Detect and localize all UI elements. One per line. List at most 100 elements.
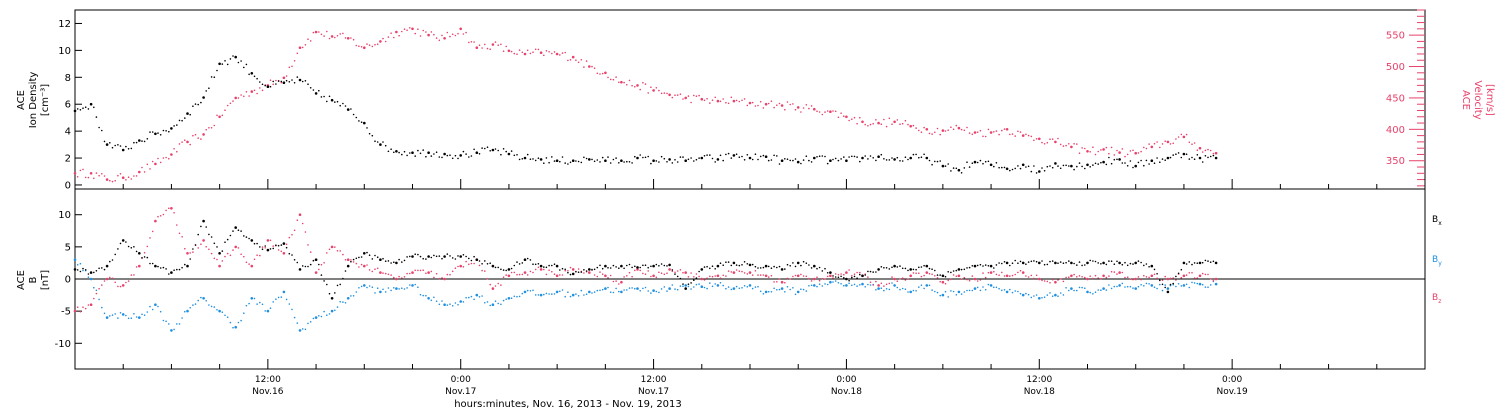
bx-series-fill-point	[229, 234, 232, 237]
by-series-point	[652, 289, 655, 292]
density-series-fill-point	[210, 76, 213, 78]
density-series-fill-point	[1148, 163, 1150, 165]
density-series-fill-point	[393, 151, 395, 154]
by-series-fill-point	[355, 291, 358, 293]
velocity-series-point	[813, 107, 816, 111]
velocity-series-fill-point	[601, 72, 604, 75]
velocity-series-fill-point	[580, 59, 583, 61]
by-series-point	[523, 290, 527, 294]
by-series-point	[346, 297, 350, 300]
bz-series-fill-point	[690, 272, 692, 274]
by-series-fill-point	[200, 296, 202, 299]
bx-series-point	[121, 239, 125, 242]
bx-series-fill-point	[344, 270, 347, 272]
velocity-series-fill-point	[358, 45, 360, 47]
bx-series-point	[266, 248, 270, 252]
velocity-series-fill-point	[387, 36, 390, 38]
velocity-series-fill-point	[1169, 143, 1172, 145]
velocity-series-fill-point	[269, 79, 272, 81]
bx-series-fill-point	[376, 256, 379, 259]
by-series-fill-point	[328, 313, 331, 315]
velocity-series-fill-point	[934, 131, 936, 134]
by-series-fill-point	[232, 326, 234, 329]
by-series-point	[893, 284, 896, 287]
bz-series-fill-point	[1164, 275, 1166, 278]
bx-series-fill-point	[971, 265, 974, 267]
by-series-fill-point	[1046, 294, 1049, 296]
by-series-fill-point	[950, 290, 952, 292]
by-series-point	[266, 309, 270, 313]
density-series-fill-point	[117, 144, 119, 146]
density-series-fill-point	[1121, 162, 1124, 164]
density-series-fill-point	[634, 155, 636, 158]
bx-series-fill-point	[494, 266, 497, 269]
density-series-fill-point	[1030, 170, 1033, 173]
density-series-fill-point	[232, 55, 234, 57]
velocity-series-fill-point	[743, 98, 746, 100]
density-series-fill-point	[591, 158, 593, 161]
density-series-point	[941, 164, 945, 168]
by-series-fill-point	[559, 290, 561, 293]
density-series-fill-point	[626, 160, 628, 163]
density-series-point	[925, 156, 929, 160]
density-series-fill-point	[494, 148, 497, 150]
bx-series-fill-point	[486, 263, 489, 265]
by-series-fill-point	[181, 317, 183, 319]
velocity-series-fill-point	[1057, 137, 1059, 140]
density-series-fill-point	[1129, 160, 1132, 162]
velocity-series-fill-point	[738, 100, 741, 103]
bx-series-fill-point	[615, 266, 617, 268]
bz-series-fill-point	[135, 266, 138, 268]
bx-series-fill-point	[1212, 260, 1215, 263]
velocity-series-fill-point	[513, 52, 516, 55]
bz-series-fill-point	[417, 269, 419, 272]
bx-series-point	[475, 258, 479, 262]
bz-series-point	[491, 287, 495, 290]
legend-bz-sub: z	[1438, 298, 1441, 305]
bz-series-fill-point	[727, 270, 730, 272]
bz-series-fill-point	[1084, 276, 1086, 279]
by-series-fill-point	[848, 282, 850, 285]
velocity-series-fill-point	[695, 95, 698, 97]
density-series-fill-point	[342, 102, 344, 105]
velocity-series-fill-point	[628, 79, 631, 82]
density-series-fill-point	[810, 161, 813, 163]
bx-series-fill-point	[553, 263, 556, 266]
by-series-fill-point	[465, 296, 467, 299]
density-series-fill-point	[609, 162, 612, 164]
density-series-fill-point	[923, 153, 925, 156]
bx-series-fill-point	[1089, 259, 1091, 262]
velocity-series-point	[170, 153, 173, 156]
density-series-fill-point	[1207, 156, 1209, 159]
density-series-fill-point	[856, 156, 858, 158]
by-series-fill-point	[666, 290, 668, 292]
by-series-fill-point	[470, 295, 473, 298]
by-series-point	[507, 297, 511, 300]
bz-series-fill-point	[497, 282, 500, 285]
density-series-fill-point	[1078, 162, 1081, 164]
bz-series-fill-point	[998, 274, 1000, 277]
bz-series-fill-point	[502, 276, 505, 279]
density-series-fill-point	[872, 157, 874, 159]
by-series-fill-point	[425, 294, 427, 297]
bz-series-fill-point	[1009, 275, 1011, 277]
density-series-fill-point	[178, 119, 181, 122]
by-series-fill-point	[133, 313, 135, 315]
density-series-fill-point	[1049, 165, 1051, 167]
by-series-fill-point	[821, 285, 824, 287]
velocity-series-fill-point	[1035, 138, 1038, 140]
velocity-series-fill-point	[465, 31, 467, 34]
density-series-fill-point	[931, 163, 933, 166]
by-series-fill-point	[660, 288, 663, 290]
bx-series-fill-point	[963, 268, 966, 271]
bx-series-fill-point	[998, 262, 1000, 264]
bz-series-fill-point	[928, 272, 931, 275]
velocity-series-point	[539, 51, 543, 54]
velocity-series-fill-point	[915, 127, 917, 129]
bx-series-fill-point	[1025, 263, 1027, 266]
bx-series-fill-point	[403, 259, 406, 262]
bz-series-point	[89, 303, 93, 307]
velocity-series-fill-point	[248, 95, 250, 97]
bx-series-fill-point	[1124, 261, 1126, 264]
by-series-fill-point	[1001, 289, 1003, 292]
